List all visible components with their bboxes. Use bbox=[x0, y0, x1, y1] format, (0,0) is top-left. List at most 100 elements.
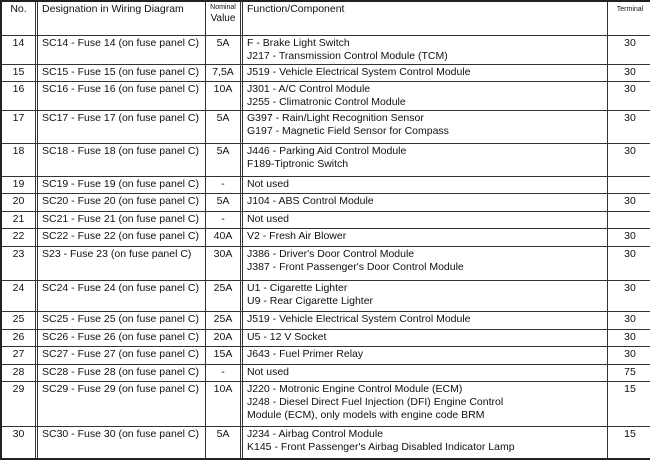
cell-designation: SC29 - Fuse 29 (on fuse panel C) bbox=[38, 381, 206, 426]
cell-value: 5A bbox=[206, 426, 241, 459]
cell-no: 23 bbox=[1, 246, 36, 280]
table-row: 24 SC24 - Fuse 24 (on fuse panel C) 25A … bbox=[1, 280, 650, 311]
cell-terminal: 30 bbox=[608, 311, 650, 329]
table-row: 21 SC21 - Fuse 21 (on fuse panel C) - No… bbox=[1, 211, 650, 228]
cell-no: 20 bbox=[1, 193, 36, 211]
function-line: F - Brake Light Switch bbox=[247, 37, 603, 50]
cell-terminal bbox=[608, 176, 650, 193]
cell-function: U5 - 12 V Socket bbox=[243, 329, 608, 346]
header-designation: Designation in Wiring Diagram bbox=[38, 1, 206, 35]
function-line: J301 - A/C Control Module bbox=[247, 83, 603, 96]
cell-designation: SC30 - Fuse 30 (on fuse panel C) bbox=[38, 426, 206, 459]
cell-no: 22 bbox=[1, 228, 36, 246]
cell-terminal: 30 bbox=[608, 35, 650, 64]
cell-no: 30 bbox=[1, 426, 36, 459]
cell-terminal: 30 bbox=[608, 64, 650, 81]
cell-designation: SC22 - Fuse 22 (on fuse panel C) bbox=[38, 228, 206, 246]
cell-terminal: 15 bbox=[608, 426, 650, 459]
table-row: 27 SC27 - Fuse 27 (on fuse panel C) 15A … bbox=[1, 346, 650, 364]
table-row: 23 S23 - Fuse 23 (on fuse panel C) 30A J… bbox=[1, 246, 650, 280]
function-line: U5 - 12 V Socket bbox=[247, 331, 603, 344]
function-line: J255 - Climatronic Control Module bbox=[247, 96, 603, 109]
table-row: 19 SC19 - Fuse 19 (on fuse panel C) - No… bbox=[1, 176, 650, 193]
header-no: No. bbox=[1, 1, 36, 35]
table-row: 29 SC29 - Fuse 29 (on fuse panel C) 10A … bbox=[1, 381, 650, 426]
cell-terminal bbox=[608, 211, 650, 228]
cell-value: - bbox=[206, 176, 241, 193]
table-row: 22 SC22 - Fuse 22 (on fuse panel C) 40A … bbox=[1, 228, 650, 246]
cell-terminal: 15 bbox=[608, 381, 650, 426]
cell-terminal: 30 bbox=[608, 143, 650, 176]
table-row: 25 SC25 - Fuse 25 (on fuse panel C) 25A … bbox=[1, 311, 650, 329]
cell-value: 7,5A bbox=[206, 64, 241, 81]
cell-no: 26 bbox=[1, 329, 36, 346]
cell-value: 10A bbox=[206, 81, 241, 110]
cell-function: J104 - ABS Control Module bbox=[243, 193, 608, 211]
cell-function: Not used bbox=[243, 176, 608, 193]
function-line: J643 - Fuel Primer Relay bbox=[247, 348, 603, 361]
function-line: Not used bbox=[247, 366, 603, 379]
cell-designation: S23 - Fuse 23 (on fuse panel C) bbox=[38, 246, 206, 280]
cell-designation: SC20 - Fuse 20 (on fuse panel C) bbox=[38, 193, 206, 211]
cell-terminal: 30 bbox=[608, 228, 650, 246]
cell-value: 25A bbox=[206, 311, 241, 329]
header-function: Function/Component bbox=[243, 1, 608, 35]
function-line: U1 - Cigarette Lighter bbox=[247, 282, 603, 295]
cell-no: 17 bbox=[1, 110, 36, 143]
cell-designation: SC27 - Fuse 27 (on fuse panel C) bbox=[38, 346, 206, 364]
function-line: J220 - Motronic Engine Control Module (E… bbox=[247, 383, 603, 396]
table-row: 14 SC14 - Fuse 14 (on fuse panel C) 5A F… bbox=[1, 35, 650, 64]
cell-value: - bbox=[206, 211, 241, 228]
function-line: U9 - Rear Cigarette Lighter bbox=[247, 295, 603, 308]
cell-value: 15A bbox=[206, 346, 241, 364]
cell-no: 28 bbox=[1, 364, 36, 381]
function-line: J234 - Airbag Control Module bbox=[247, 428, 603, 441]
cell-terminal: 30 bbox=[608, 193, 650, 211]
cell-terminal: 30 bbox=[608, 246, 650, 280]
cell-designation: SC14 - Fuse 14 (on fuse panel C) bbox=[38, 35, 206, 64]
cell-no: 15 bbox=[1, 64, 36, 81]
cell-terminal: 30 bbox=[608, 329, 650, 346]
function-line: J446 - Parking Aid Control Module bbox=[247, 145, 603, 158]
cell-value: - bbox=[206, 364, 241, 381]
cell-no: 16 bbox=[1, 81, 36, 110]
table-row: 20 SC20 - Fuse 20 (on fuse panel C) 5A J… bbox=[1, 193, 650, 211]
table-row: 30 SC30 - Fuse 30 (on fuse panel C) 5A J… bbox=[1, 426, 650, 459]
cell-no: 14 bbox=[1, 35, 36, 64]
function-line: F189-Tiptronic Switch bbox=[247, 158, 603, 171]
cell-value: 5A bbox=[206, 35, 241, 64]
cell-terminal: 75 bbox=[608, 364, 650, 381]
cell-no: 18 bbox=[1, 143, 36, 176]
header-row: No. Designation in Wiring Diagram Nomina… bbox=[1, 1, 650, 35]
function-line: J217 - Transmission Control Module (TCM) bbox=[247, 50, 603, 63]
function-line: J386 - Driver's Door Control Module bbox=[247, 248, 603, 261]
function-line: G397 - Rain/Light Recognition Sensor bbox=[247, 112, 603, 125]
cell-value: 40A bbox=[206, 228, 241, 246]
cell-value: 5A bbox=[206, 143, 241, 176]
cell-no: 21 bbox=[1, 211, 36, 228]
function-line: J519 - Vehicle Electrical System Control… bbox=[247, 313, 603, 326]
cell-no: 24 bbox=[1, 280, 36, 311]
table-row: 17 SC17 - Fuse 17 (on fuse panel C) 5A G… bbox=[1, 110, 650, 143]
cell-terminal: 30 bbox=[608, 110, 650, 143]
cell-designation: SC15 - Fuse 15 (on fuse panel C) bbox=[38, 64, 206, 81]
function-line: J519 - Vehicle Electrical System Control… bbox=[247, 66, 603, 79]
cell-value: 20A bbox=[206, 329, 241, 346]
cell-function: J643 - Fuel Primer Relay bbox=[243, 346, 608, 364]
table-row: 26 SC26 - Fuse 26 (on fuse panel C) 20A … bbox=[1, 329, 650, 346]
cell-no: 27 bbox=[1, 346, 36, 364]
table-row: 18 SC18 - Fuse 18 (on fuse panel C) 5A J… bbox=[1, 143, 650, 176]
cell-designation: SC24 - Fuse 24 (on fuse panel C) bbox=[38, 280, 206, 311]
function-line: Module (ECM), only models with engine co… bbox=[247, 409, 603, 422]
cell-no: 25 bbox=[1, 311, 36, 329]
cell-function: V2 - Fresh Air Blower bbox=[243, 228, 608, 246]
cell-designation: SC19 - Fuse 19 (on fuse panel C) bbox=[38, 176, 206, 193]
